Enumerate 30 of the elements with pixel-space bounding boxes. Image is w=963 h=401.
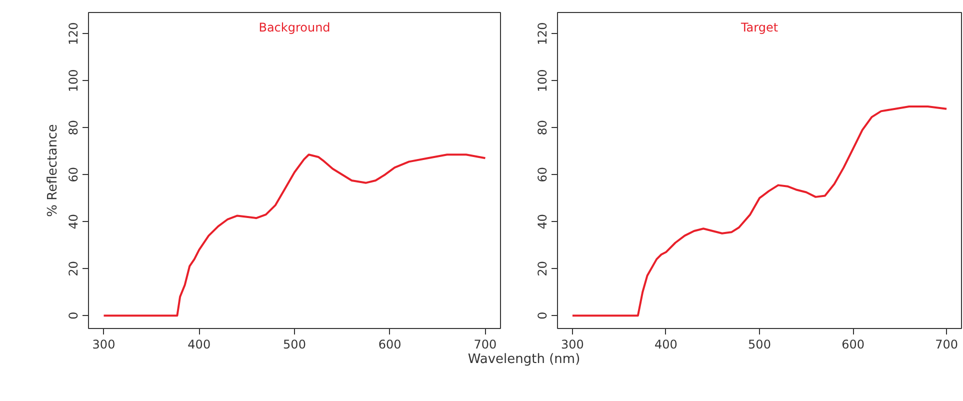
line-series [102,154,486,317]
y-tick-label: 0 [66,312,80,320]
x-tick-label: 600 [842,338,864,352]
y-tick-label: 40 [66,214,80,230]
x-tick-label: 300 [92,338,116,352]
y-tick-label: 60 [536,166,550,182]
y-tick-label: 20 [66,260,80,276]
text: Background [258,20,330,34]
y-tick-label: 120 [66,22,80,46]
y-tick-label: 80 [66,120,80,136]
y-tick-label: 40 [536,214,550,230]
y-tick-label: 60 [66,166,80,182]
x-tick-label: 500 [748,338,771,352]
x-tick-label: 300 [561,338,584,352]
x-tick-label: 500 [283,338,306,352]
y-tick-label: 120 [536,22,550,46]
x-tick-label: 700 [474,338,497,352]
y-tick-label: 100 [536,69,550,92]
y-tick-label: 20 [536,260,550,276]
y-tick-label: 0 [536,312,550,320]
text: Target [740,20,778,34]
x-tick-label: 400 [188,338,211,352]
x-axis-title: Wavelength (nm) [468,351,580,369]
y-axis-title: % Reflectance [46,124,60,217]
x-tick-label: 600 [378,338,402,352]
line-series [571,105,948,317]
x-tick-label: 400 [654,338,678,352]
y-tick-label: 80 [536,120,550,136]
x-tick-label: 700 [935,338,958,352]
y-tick-label: 100 [66,69,80,92]
